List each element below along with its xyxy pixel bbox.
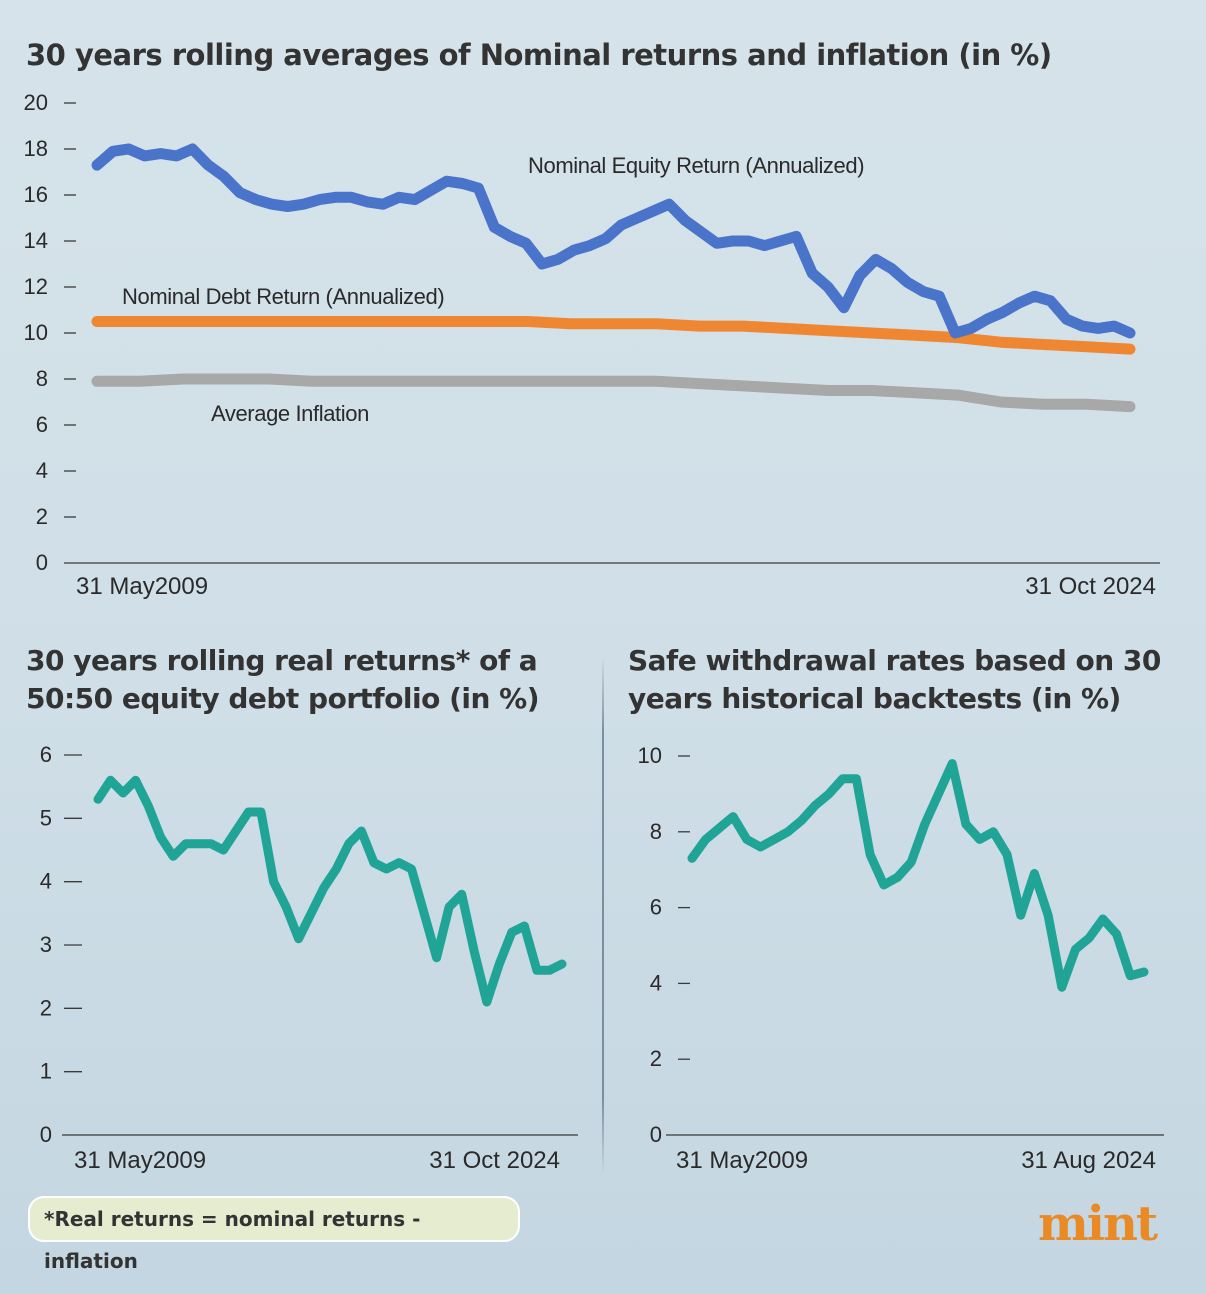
- x-start-label: 31 May2009: [676, 1147, 808, 1174]
- series-line: [687, 759, 1149, 992]
- y-tick-label: 2: [650, 1046, 662, 1071]
- y-tick-label: 12: [24, 274, 48, 299]
- real-returns-chart-title: 30 years rolling real returns* of a 50:5…: [26, 644, 540, 715]
- y-tick-label: 2: [36, 504, 48, 529]
- y-tick-label: 10: [24, 320, 48, 345]
- y-tick-label: 4: [36, 458, 48, 483]
- y-tick-label: 5: [40, 805, 52, 830]
- panel-divider: [602, 655, 604, 1175]
- y-tick-label: 2: [40, 995, 52, 1020]
- x-start-label: 31 May2009: [76, 573, 208, 600]
- y-tick-label: 4: [40, 869, 52, 894]
- main-chart-title: 30 years rolling averages of Nominal ret…: [26, 38, 1052, 72]
- x-end-label: 31 Oct 2024: [1025, 573, 1156, 600]
- real-returns-chart: 6 5 4 3 2 1 0 31 May2009 31 Oct 2024: [40, 742, 578, 1174]
- mint-logo: mint: [1038, 1196, 1158, 1252]
- y-tick-label: 0: [40, 1122, 52, 1147]
- y-tick-label: 3: [40, 932, 52, 957]
- series-line: [93, 775, 567, 1007]
- y-tick-label: 1: [40, 1059, 52, 1084]
- x-end-label: 31 Aug 2024: [1021, 1147, 1156, 1174]
- y-tick-label: 18: [24, 136, 48, 161]
- y-tick-label: 16: [24, 182, 48, 207]
- y-tick-label: 14: [24, 228, 48, 253]
- average-inflation-line: [91, 373, 1136, 413]
- y-tick-label: 6: [40, 742, 52, 767]
- footnote: *Real returns = nominal returns - inflat…: [28, 1196, 520, 1273]
- nominal-equity-return-annualized-line: [91, 143, 1136, 339]
- y-tick-label: 4: [650, 970, 662, 995]
- y-tick-label: 0: [36, 550, 48, 575]
- y-tick-label: 6: [650, 895, 662, 920]
- series-label: Nominal Equity Return (Annualized): [528, 153, 864, 178]
- x-start-label: 31 May2009: [74, 1147, 206, 1174]
- safe-withdrawal-chart: 10 8 6 4 2 0 31 May2009 31 Aug 2024: [638, 743, 1164, 1174]
- y-tick-label: 0: [650, 1122, 662, 1147]
- y-tick-label: 6: [36, 412, 48, 437]
- series-label: Average Inflation: [211, 401, 369, 426]
- series-label: Nominal Debt Return (Annualized): [122, 284, 444, 309]
- y-tick-label: 20: [24, 90, 48, 115]
- y-tick-label: 8: [36, 366, 48, 391]
- y-tick-label: 8: [650, 819, 662, 844]
- swr-chart-title: Safe withdrawal rates based on 30 years …: [628, 644, 1161, 715]
- y-tick-label: 10: [638, 743, 662, 768]
- x-end-label: 31 Oct 2024: [429, 1147, 560, 1174]
